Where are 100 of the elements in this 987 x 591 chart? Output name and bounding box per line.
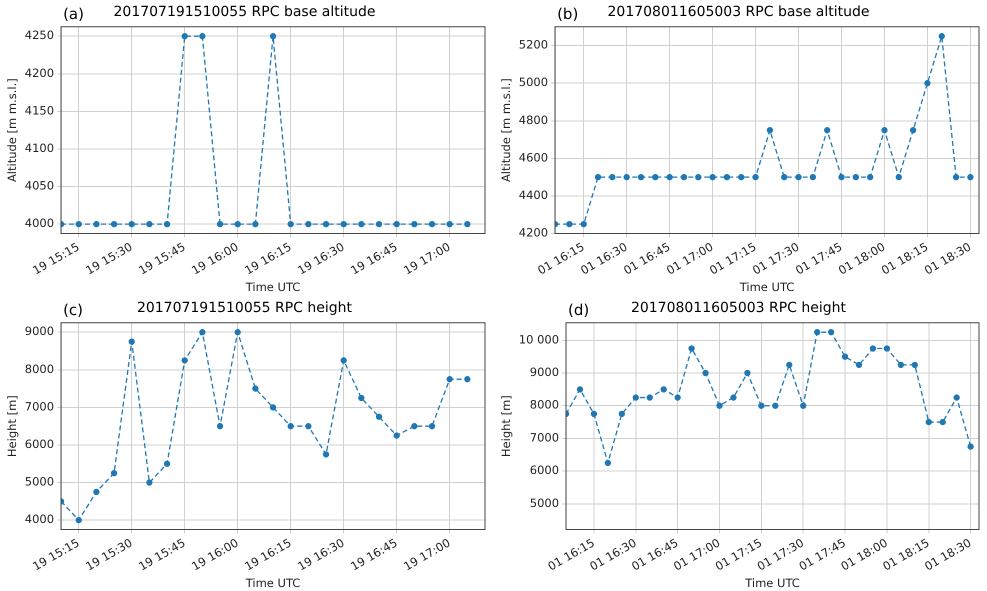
point (967, 174, 974, 180)
point (604, 460, 612, 466)
point (772, 402, 778, 409)
point (838, 174, 845, 180)
point (580, 220, 587, 228)
point (814, 329, 820, 336)
point (609, 174, 616, 180)
y-tick-label: 4150 (24, 103, 54, 118)
point (446, 376, 453, 382)
point (199, 329, 206, 336)
chart-title: 201708011605003 RPC base altitude (608, 4, 870, 20)
y-tick-label: 9000 (530, 365, 560, 380)
y-tick-label: 10 000 (518, 332, 560, 346)
y-tick-label: 4200 (24, 66, 54, 80)
point (674, 394, 681, 401)
point (695, 174, 702, 180)
point (358, 394, 365, 402)
point (576, 386, 584, 393)
point (632, 394, 639, 401)
point (898, 362, 904, 368)
point (411, 423, 418, 430)
y-tick-label: 4000 (24, 512, 54, 526)
text: (d) (568, 301, 590, 320)
point (234, 329, 241, 336)
point (182, 357, 188, 364)
y-tick-label: 6000 (530, 463, 560, 478)
point (810, 174, 816, 180)
y-tick-label: 5000 (24, 474, 54, 489)
point (566, 220, 573, 228)
point (856, 362, 862, 368)
point (322, 451, 330, 458)
chart-title: 201708011605003 RPC height (630, 300, 847, 316)
point (464, 376, 470, 382)
point (926, 418, 932, 426)
point (881, 127, 888, 134)
point (93, 488, 100, 496)
text: (a) (63, 5, 84, 24)
point (730, 394, 737, 401)
y-tick-label: 6000 (24, 436, 54, 451)
point (744, 370, 751, 376)
point (910, 127, 916, 134)
x-axis-title: Time UTC (244, 576, 300, 590)
point (938, 33, 945, 40)
point (870, 345, 876, 352)
y-tick-label: 8000 (530, 398, 560, 412)
point (110, 470, 118, 476)
x-axis-title: Time UTC (744, 576, 800, 590)
y-axis-title: Height [m] (4, 395, 19, 458)
point (652, 174, 658, 180)
point (924, 80, 931, 86)
y-tick-label: 5000 (518, 75, 548, 90)
point (252, 385, 259, 392)
point (896, 174, 902, 180)
point (216, 423, 224, 430)
point (824, 127, 830, 134)
point (270, 404, 276, 411)
point (852, 174, 859, 180)
y-tick-label: 4800 (518, 112, 548, 127)
y-axis-title: Altitude [m m.s.l.] (498, 78, 513, 182)
point (638, 174, 644, 180)
y-tick-label: 4050 (24, 178, 54, 193)
point (758, 402, 765, 409)
y-tick-label: 4100 (24, 140, 54, 155)
point (738, 174, 744, 180)
point (590, 410, 598, 418)
y-tick-label: 7000 (24, 399, 54, 414)
point (594, 174, 602, 180)
point (618, 410, 625, 418)
point (428, 423, 436, 430)
point (884, 345, 890, 352)
y-tick-label: 9000 (24, 324, 54, 338)
point (688, 345, 695, 352)
chart-title: 201707191510055 RPC height (136, 300, 353, 316)
point (786, 362, 792, 368)
point (305, 423, 312, 430)
point (724, 174, 730, 180)
y-tick-label: 4200 (518, 226, 548, 240)
point (842, 354, 848, 360)
y-tick-label: 7000 (530, 430, 560, 444)
point (828, 329, 834, 336)
point (954, 394, 960, 401)
y-tick-label: 5200 (518, 38, 548, 52)
point (702, 370, 709, 376)
point (680, 174, 688, 180)
y-tick-label: 8000 (24, 362, 54, 376)
point (967, 443, 974, 450)
point (660, 386, 667, 393)
point (781, 174, 788, 180)
point (340, 357, 347, 364)
point (288, 423, 294, 430)
y-tick-label: 4250 (24, 28, 54, 42)
x-axis-title: Time UTC (244, 280, 300, 294)
point (795, 174, 802, 180)
y-axis-title: Height [m] (498, 395, 513, 458)
point (646, 394, 653, 401)
text: (b) (557, 5, 578, 24)
chart-title: 201707191510055 RPC base altitude (114, 4, 376, 20)
point (376, 414, 382, 420)
y-tick-label: 4000 (24, 216, 54, 230)
y-tick-label: 4400 (518, 188, 548, 202)
